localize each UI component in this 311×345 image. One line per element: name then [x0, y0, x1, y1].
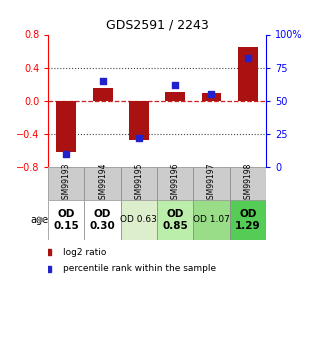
Title: GDS2591 / 2243: GDS2591 / 2243	[106, 19, 208, 32]
Text: OD
0.15: OD 0.15	[53, 209, 79, 230]
Point	[64, 151, 69, 157]
Text: OD 1.07: OD 1.07	[193, 215, 230, 225]
Bar	[193, 200, 230, 240]
Text: GSM99193: GSM99193	[62, 163, 71, 204]
Bar	[85, 200, 121, 240]
Text: OD
0.30: OD 0.30	[90, 209, 115, 230]
Point	[209, 91, 214, 97]
Bar	[193, 167, 230, 200]
Bar	[121, 200, 157, 240]
Bar	[121, 167, 157, 200]
Bar	[230, 167, 266, 200]
Text: percentile rank within the sample: percentile rank within the sample	[63, 264, 216, 273]
Bar	[202, 93, 221, 101]
Text: OD
0.85: OD 0.85	[162, 209, 188, 230]
Text: GSM99197: GSM99197	[207, 163, 216, 204]
Bar	[157, 167, 193, 200]
Bar	[165, 92, 185, 101]
Bar	[48, 200, 85, 240]
Bar	[48, 167, 85, 200]
Point	[245, 56, 250, 61]
Bar	[56, 101, 76, 152]
Bar	[157, 200, 193, 240]
Point	[173, 82, 178, 88]
Text: GSM99194: GSM99194	[98, 163, 107, 204]
Text: OD
1.29: OD 1.29	[235, 209, 261, 230]
Point	[137, 135, 142, 141]
Bar	[129, 101, 149, 140]
Text: OD 0.63: OD 0.63	[120, 215, 157, 225]
Bar	[230, 200, 266, 240]
Bar	[93, 88, 113, 101]
Text: GSM99195: GSM99195	[134, 163, 143, 204]
Point	[100, 78, 105, 83]
Bar	[85, 167, 121, 200]
Bar	[238, 47, 258, 101]
Text: log2 ratio: log2 ratio	[63, 248, 107, 257]
Text: age: age	[30, 215, 48, 225]
Text: GSM99198: GSM99198	[243, 163, 252, 204]
Text: GSM99196: GSM99196	[171, 163, 180, 204]
